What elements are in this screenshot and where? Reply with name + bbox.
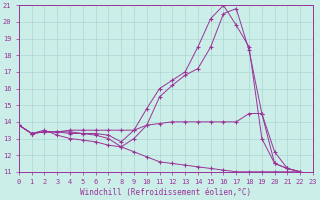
X-axis label: Windchill (Refroidissement éolien,°C): Windchill (Refroidissement éolien,°C)	[80, 188, 252, 197]
